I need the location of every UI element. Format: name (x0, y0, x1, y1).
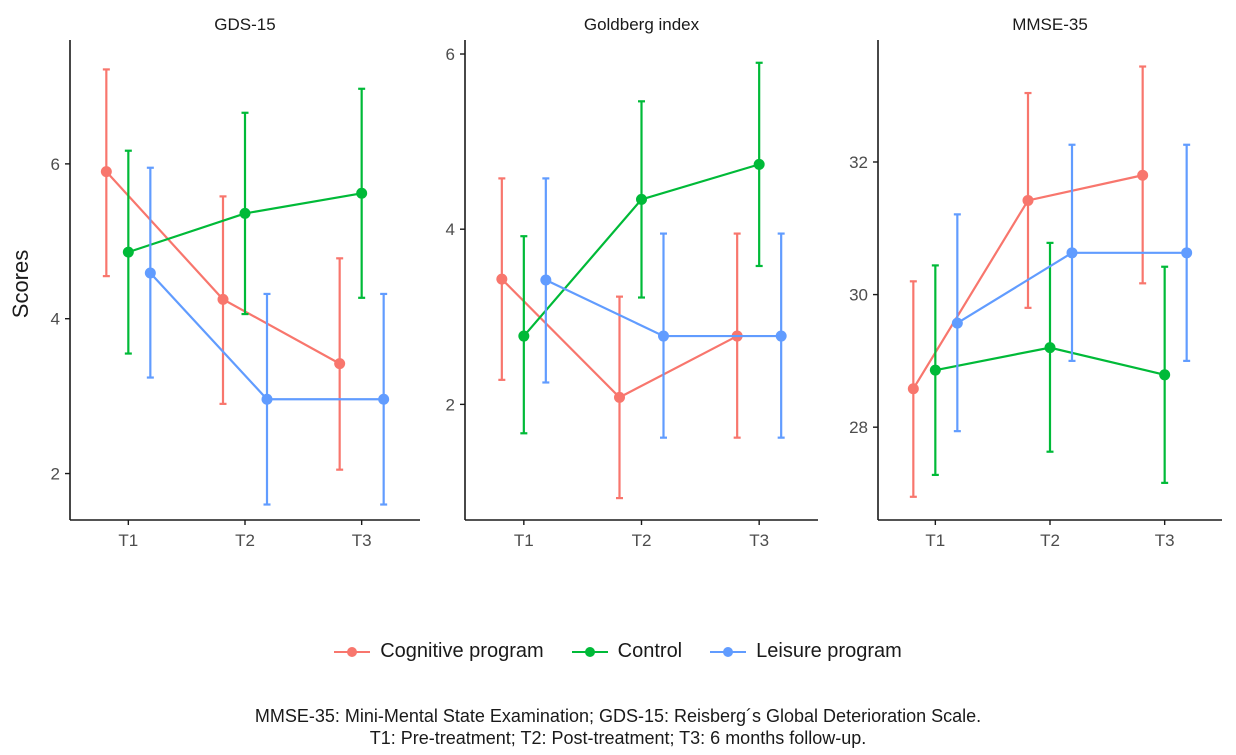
legend-label: Control (617, 640, 683, 662)
x-tick-label: T1 (118, 531, 138, 550)
legend-item-control: Control (571, 640, 683, 663)
series-leisure-program (540, 177, 787, 439)
data-point (636, 193, 647, 205)
data-point (753, 158, 765, 170)
data-point (1181, 247, 1193, 259)
data-point (1137, 169, 1149, 181)
x-tick-label: T1 (925, 531, 945, 550)
data-point (1066, 247, 1078, 259)
panel-gds-15: GDS-15 2 4 6 T1 T2 T3 (51, 15, 420, 550)
series-control (122, 87, 368, 355)
data-point (1044, 342, 1056, 354)
x-tick-label: T3 (749, 531, 769, 550)
data-point (1159, 369, 1171, 381)
data-point (261, 393, 273, 405)
series-control (518, 61, 765, 435)
legend-item-leisure-program: Leisure program (710, 640, 902, 663)
panel-title: Goldberg index (584, 15, 700, 34)
panel-title: MMSE-35 (1012, 15, 1088, 34)
series-leisure-program (951, 143, 1193, 433)
data-point (100, 166, 112, 178)
chart-area: Scores GDS-15 2 4 6 T1 T2 T3 Goldberg index 2 4 6 T… (8, 15, 1222, 550)
x-tick-label: T3 (352, 531, 372, 550)
series-cognitive-program (907, 65, 1149, 498)
x-tick-label: T2 (1040, 531, 1060, 550)
legend-key-cognitive-program (334, 645, 371, 659)
y-axis-label: Scores (8, 250, 33, 318)
data-point (356, 187, 368, 199)
x-tick-label: T3 (1155, 531, 1175, 550)
legend-label: Leisure program (756, 640, 902, 662)
data-point (614, 391, 625, 403)
legend: Cognitive program Control Leisure progra… (0, 640, 1236, 663)
data-point (540, 274, 552, 286)
data-point (217, 293, 229, 305)
data-point (378, 393, 390, 405)
panel-mmse-35: MMSE-35 28 30 32 T1 T2 T3 (849, 15, 1222, 550)
y-tick-label: 28 (849, 418, 868, 437)
data-point (518, 330, 530, 342)
y-tick-label: 6 (446, 45, 455, 64)
data-point (122, 246, 134, 258)
panel-goldberg-index: Goldberg index 2 4 6 T1 T2 T3 (446, 15, 818, 550)
x-tick-label: T1 (514, 531, 534, 550)
y-tick-label: 4 (446, 220, 455, 239)
x-tick-label: T2 (632, 531, 652, 550)
y-tick-label: 32 (849, 153, 868, 172)
series-cognitive-program (100, 68, 346, 471)
y-tick-label: 2 (446, 395, 455, 414)
data-point (334, 358, 346, 370)
series-leisure-program (144, 166, 390, 506)
data-point (658, 330, 669, 342)
caption-line-1: MMSE-35: Mini-Mental State Examination; … (254, 706, 982, 726)
legend-key-control (571, 645, 608, 659)
data-point (951, 317, 963, 329)
data-point (239, 207, 251, 219)
y-tick-label: 6 (51, 155, 60, 174)
y-tick-label: 4 (51, 310, 60, 329)
y-tick-label: 2 (51, 465, 60, 484)
y-tick-label: 30 (849, 286, 868, 305)
x-tick-label: T2 (235, 531, 255, 550)
series-control (929, 241, 1171, 484)
data-point (144, 267, 156, 279)
data-point (1022, 194, 1034, 206)
caption-line-2: T1: Pre-treatment; T2: Post-treatment; T… (369, 728, 867, 748)
legend-item-cognitive-program: Cognitive program (334, 640, 544, 663)
legend-key-leisure-program (710, 645, 747, 659)
data-point (496, 273, 508, 285)
legend-label: Cognitive program (380, 640, 544, 662)
data-point (775, 330, 787, 342)
data-point (907, 383, 919, 395)
panel-title: GDS-15 (214, 15, 275, 34)
data-point (929, 364, 941, 376)
